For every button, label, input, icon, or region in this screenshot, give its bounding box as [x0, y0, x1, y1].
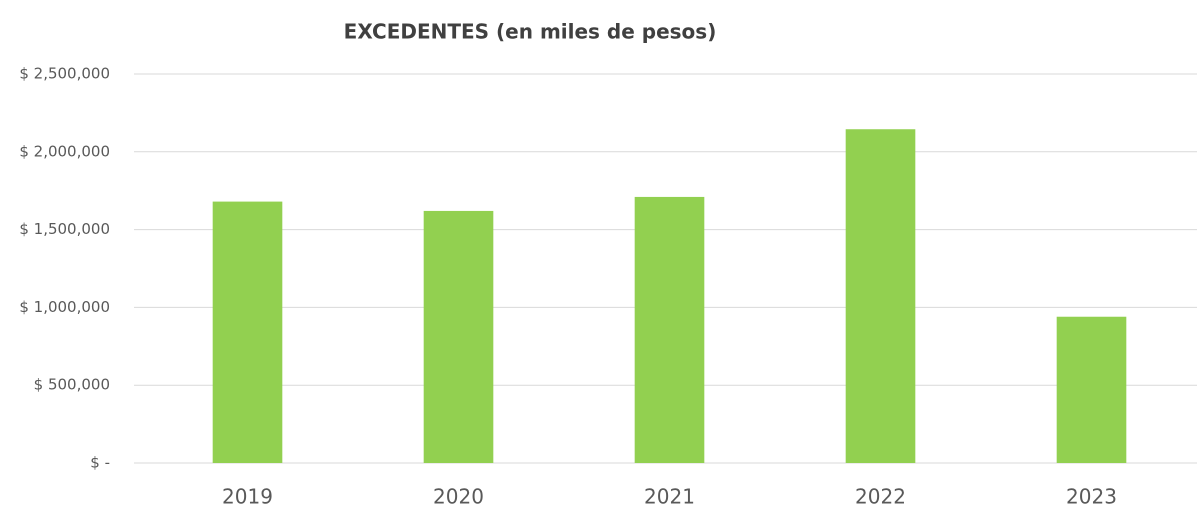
y-tick-label: $ 1,000,000: [19, 298, 110, 316]
x-tick-label: 2022: [855, 485, 906, 509]
x-tick-label: 2020: [433, 485, 484, 509]
bar: [634, 196, 705, 463]
y-tick-label: $ -: [90, 454, 110, 472]
x-tick-label: 2021: [644, 485, 695, 509]
bar: [423, 210, 494, 463]
x-tick-label: 2023: [1066, 485, 1117, 509]
y-tick-label: $ 2,500,000: [19, 65, 110, 83]
bar: [845, 129, 916, 463]
y-tick-label: $ 2,000,000: [19, 142, 110, 160]
y-tick-label: $ 1,500,000: [19, 220, 110, 238]
bar: [1056, 316, 1127, 463]
bar: [212, 201, 283, 464]
x-tick-label: 2019: [222, 485, 273, 509]
chart-title: EXCEDENTES (en miles de pesos): [344, 20, 717, 44]
y-tick-label: $ 500,000: [34, 376, 110, 394]
